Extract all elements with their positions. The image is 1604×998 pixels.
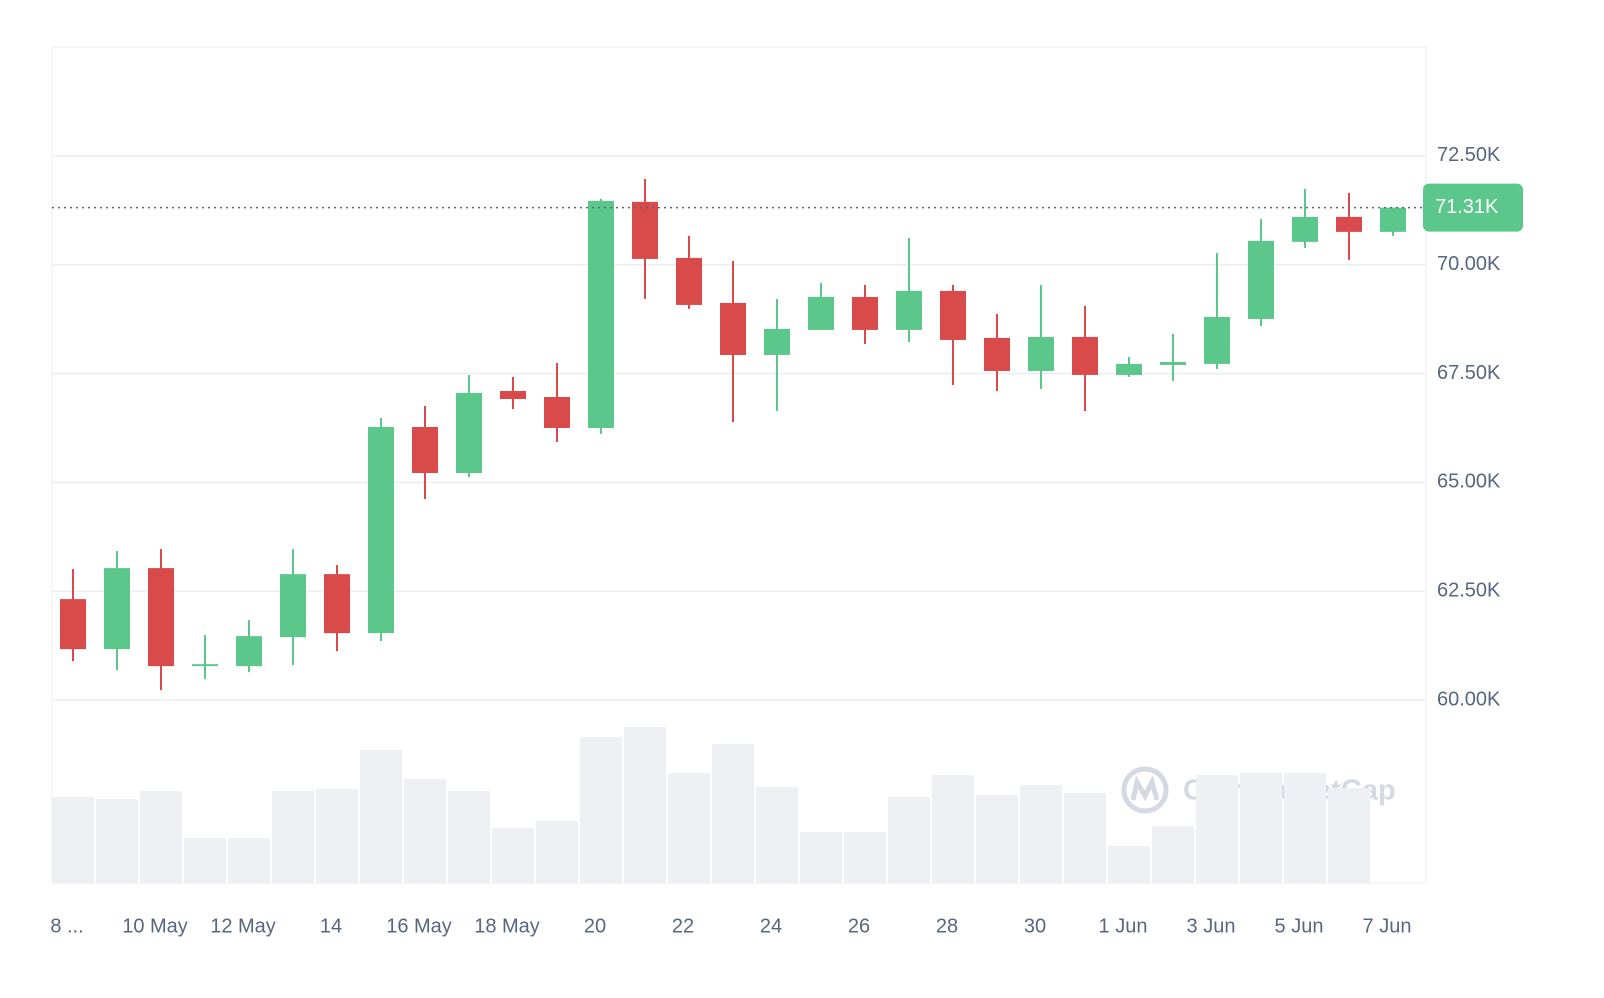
candle-body <box>764 328 790 355</box>
candle-body <box>544 396 570 428</box>
candle-body <box>104 568 130 650</box>
candle-body <box>324 574 350 634</box>
volume-bar <box>800 832 842 883</box>
x-tick-label: 12 May <box>210 915 276 937</box>
candle-body <box>456 392 482 474</box>
volume-bar <box>932 775 974 883</box>
volume-bar <box>712 744 754 883</box>
volume-bar <box>1240 773 1282 883</box>
y-tick-label: 65.00K <box>1437 471 1501 493</box>
volume-bar <box>492 828 534 883</box>
candle-body <box>1380 207 1406 232</box>
x-tick-label: 28 <box>936 915 958 937</box>
candle-body <box>720 302 746 355</box>
y-tick-label: 67.50K <box>1437 362 1501 384</box>
candle-body <box>1204 316 1230 364</box>
candle-body <box>896 290 922 330</box>
candle-body <box>984 337 1010 371</box>
candle-body <box>588 200 614 428</box>
candle-body <box>1160 361 1186 365</box>
volume-bar <box>756 787 798 883</box>
volume-bar <box>1284 773 1326 883</box>
x-tick-label: 20 <box>584 915 606 937</box>
candle-body <box>632 201 658 259</box>
volume-bar <box>624 727 666 883</box>
candle-body <box>1336 216 1362 232</box>
candle-body <box>500 390 526 399</box>
x-tick-label: 10 May <box>122 915 188 937</box>
volume-bar <box>404 779 446 883</box>
candle-body <box>1248 240 1274 319</box>
volume-bar <box>668 773 710 883</box>
candle-body <box>940 290 966 340</box>
candle-body <box>192 664 218 667</box>
volume-bar <box>228 838 270 883</box>
x-tick-label: 24 <box>760 915 782 937</box>
x-tick-label: 18 May <box>474 915 540 937</box>
volume-bar <box>1328 788 1370 883</box>
x-tick-label: 26 <box>848 915 870 937</box>
last-price-tag <box>1423 183 1523 232</box>
volume-bar <box>360 750 402 883</box>
candle-body <box>808 296 834 330</box>
x-tick-label: 22 <box>672 915 694 937</box>
candle-body <box>60 599 86 650</box>
volume-bar <box>1108 846 1150 883</box>
y-tick-label: 72.50K <box>1437 144 1501 166</box>
x-tick-label: 1 Jun <box>1099 915 1148 937</box>
x-tick-label: 14 <box>320 915 342 937</box>
x-tick-label: 16 May <box>386 915 452 937</box>
x-tick-label: 3 Jun <box>1187 915 1236 937</box>
volume-bar <box>536 821 578 883</box>
candle-body <box>368 426 394 634</box>
volume-bar <box>96 799 138 883</box>
candle-body <box>852 296 878 330</box>
candle-body <box>236 636 262 667</box>
volume-bar <box>448 791 490 883</box>
candle-body <box>280 574 306 638</box>
y-tick-label: 60.00K <box>1437 688 1501 710</box>
last-price-label: 71.31K <box>1435 196 1499 218</box>
candle-body <box>148 568 174 667</box>
volume-bar <box>1020 785 1062 883</box>
volume-bar <box>52 797 94 883</box>
y-tick-label: 62.50K <box>1437 580 1501 602</box>
volume-bar <box>316 789 358 883</box>
candle-body <box>1072 336 1098 375</box>
volume-bar <box>844 832 886 883</box>
candle-body <box>676 257 702 305</box>
candle-body <box>1292 216 1318 242</box>
volume-bar <box>976 795 1018 883</box>
y-tick-label: 70.00K <box>1437 253 1501 275</box>
candle-body <box>412 426 438 474</box>
watermark-logo <box>1121 766 1169 814</box>
volume-bar <box>888 797 930 883</box>
x-tick-label: 30 <box>1024 915 1046 937</box>
x-tick-label: 8 ... <box>50 915 83 937</box>
candle-body <box>1028 336 1054 371</box>
x-tick-label: 5 Jun <box>1275 915 1324 937</box>
volume-bar <box>1152 826 1194 883</box>
volume-bar <box>272 791 314 883</box>
candle-body <box>1116 363 1142 375</box>
volume-bar <box>580 737 622 883</box>
x-tick-label: 7 Jun <box>1363 915 1412 937</box>
volume-bar <box>140 791 182 883</box>
volume-bar <box>184 838 226 883</box>
volume-bar <box>1064 793 1106 883</box>
volume-bar <box>1196 775 1238 883</box>
